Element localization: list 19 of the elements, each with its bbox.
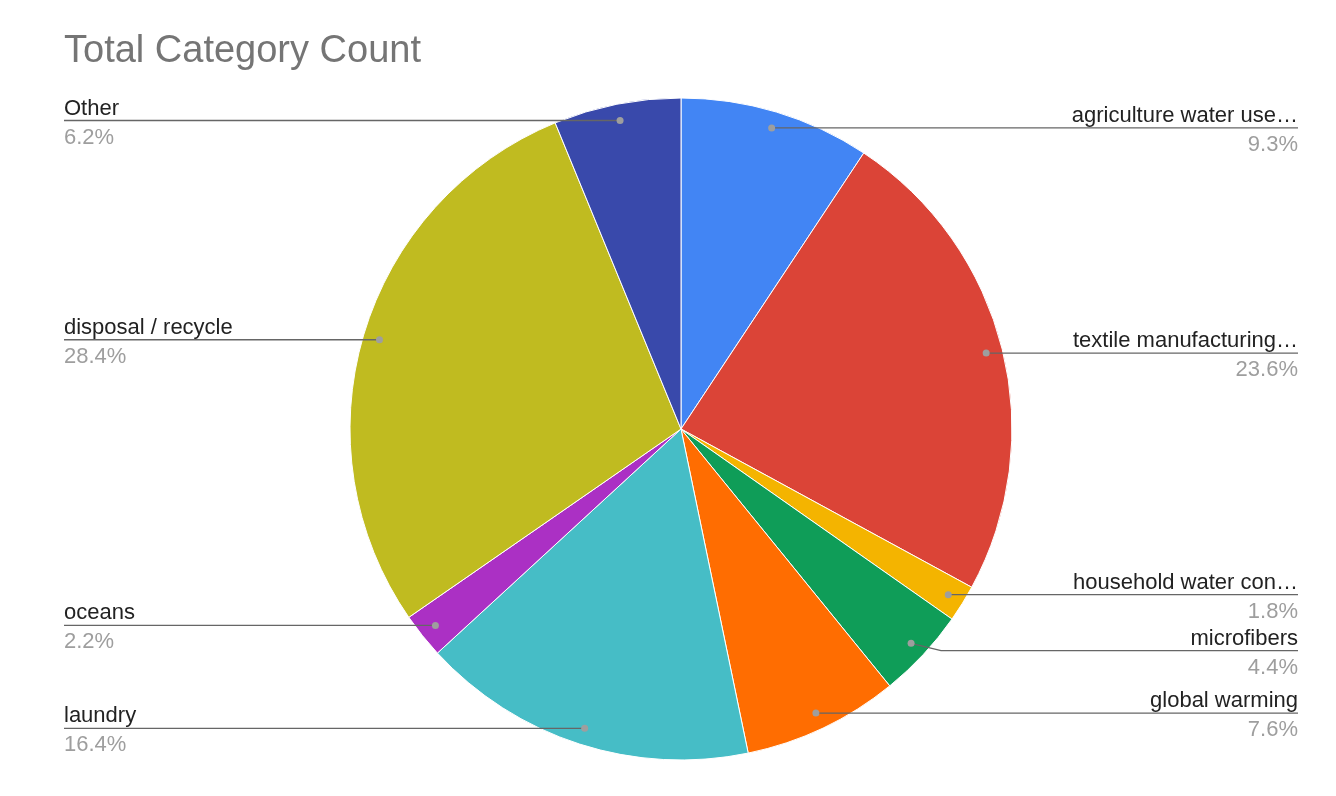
slice-label: microfibers (1190, 624, 1298, 650)
chart-title: Total Category Count (64, 28, 422, 70)
slice-label: oceans (64, 599, 135, 625)
slice-label: global warming (1150, 687, 1298, 713)
slice-label: agriculture water use… (1071, 101, 1298, 127)
data-label: 23.6% (1235, 356, 1298, 382)
data-label: 2.2% (64, 628, 115, 654)
slice-label: laundry (64, 702, 137, 728)
slice-label: disposal / recycle (64, 313, 233, 339)
data-label: 6.2% (64, 123, 115, 149)
data-label: 4.4% (1247, 653, 1298, 679)
slice-label: textile manufacturing… (1073, 327, 1298, 353)
data-label: 9.3% (1247, 130, 1298, 156)
data-label: 7.6% (1247, 716, 1298, 742)
data-label: 28.4% (64, 342, 127, 368)
slice-label: household water con… (1072, 568, 1298, 594)
slice-label: Other (64, 94, 120, 120)
data-label: 1.8% (1247, 597, 1298, 623)
data-label: 16.4% (64, 731, 127, 757)
